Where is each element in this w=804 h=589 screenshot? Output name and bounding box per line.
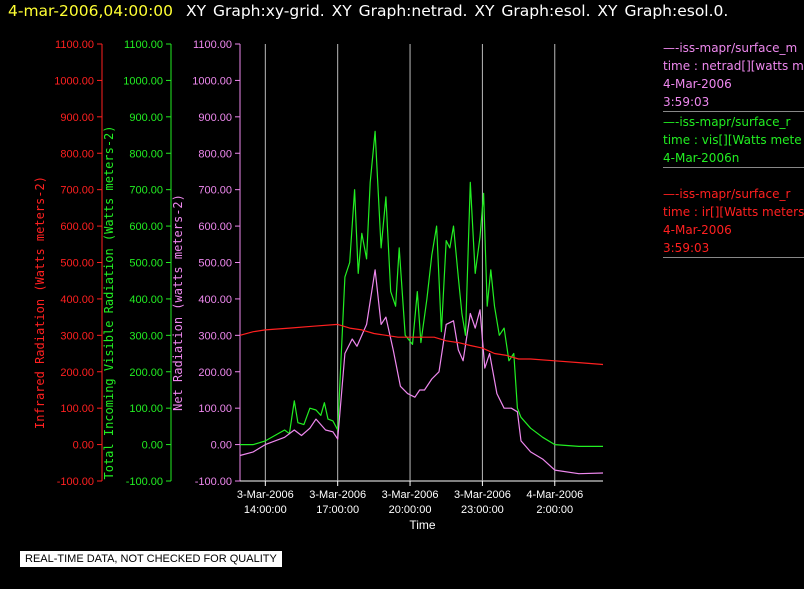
x-tick-date-label: 4-Mar-2006 <box>526 489 583 501</box>
title-datetime: 4-mar-2006,04:00:00 <box>8 2 174 20</box>
legend-entry-line: time : vis[][Watts mete <box>663 133 802 147</box>
x-tick-time-label: 17:00:00 <box>316 504 359 516</box>
y-tick-label-infrared: 0.00 <box>73 440 94 452</box>
series-line-net <box>239 269 604 475</box>
x-axis-title: Time <box>409 518 436 532</box>
legend-entry-line: 4-Mar-2006n <box>663 151 740 165</box>
y-tick-label-net: 1100.00 <box>193 39 232 51</box>
x-tick-date-label: 3-Mar-2006 <box>382 489 439 501</box>
y-tick-label-infrared: 500.00 <box>60 258 94 270</box>
y-tick-label-net: 200.00 <box>198 367 232 379</box>
series-line-visible <box>240 130 603 447</box>
y-tick-label-net: 600.00 <box>198 221 232 233</box>
legend-entry-line: 4-Mar-2006 <box>663 223 732 237</box>
y-tick-label-visible: 800.00 <box>129 148 163 160</box>
legend-entry-line: time : ir[][Watts meters <box>663 205 804 219</box>
y-axis-net: -100.00 0.00 100.00 200.00 300.00 400.00 500.0… <box>171 39 241 488</box>
legend-entry-line: 4-Mar-2006 <box>663 77 732 91</box>
y-tick-label-infrared: 300.00 <box>60 330 94 342</box>
y-tick-label-infrared: 600.00 <box>60 221 94 233</box>
legend-entry-line: time : netrad[][watts m <box>663 59 804 73</box>
y-tick-label-net: 700.00 <box>198 185 232 197</box>
y-axis-infrared: -100.00 0.00 100.00 200.00 300.00 400.00 500.0… <box>33 39 103 488</box>
title-graph-list: XY Graph:xy-grid. XY Graph:netrad. XY Gr… <box>185 2 729 20</box>
y-tick-label-visible: -100.00 <box>126 476 163 488</box>
y-tick-label-infrared: 800.00 <box>60 148 94 160</box>
y-tick-label-visible: 0.00 <box>142 440 163 452</box>
y-tick-label-infrared: 1100.00 <box>55 39 94 51</box>
x-tick-date-label: 3-Mar-2006 <box>309 489 366 501</box>
y-tick-label-visible: 500.00 <box>129 258 163 270</box>
y-tick-label-infrared: 100.00 <box>60 403 94 415</box>
y-tick-label-net: 300.00 <box>198 330 232 342</box>
y-tick-label-visible: 1100.00 <box>124 39 163 51</box>
y-axis-title-infrared: Infrared Radiation (Watts meters-2) <box>33 176 47 429</box>
y-tick-label-net: 400.00 <box>198 294 232 306</box>
y-tick-label-infrared: -100.00 <box>57 476 94 488</box>
y-axis-title-net: Net Radiation (watts meters-2) <box>171 194 185 411</box>
x-tick-time-label: 14:00:00 <box>244 504 287 516</box>
y-tick-label-visible: 600.00 <box>129 221 163 233</box>
legend-entry-line: 3:59:03 <box>663 241 710 255</box>
x-tick-time-label: 23:00:00 <box>461 504 504 516</box>
title-bar: 4-mar-2006,04:00:00 XY Graph:xy-grid. XY… <box>8 2 728 20</box>
y-tick-label-net: -100.00 <box>195 476 232 488</box>
legend-entry-line: 3:59:03 <box>663 95 710 109</box>
y-tick-label-infrared: 700.00 <box>60 185 94 197</box>
y-tick-label-infrared: 400.00 <box>60 294 94 306</box>
y-tick-label-net: 0.00 <box>211 440 232 452</box>
y-tick-label-infrared: 900.00 <box>60 112 94 124</box>
x-tick-time-label: 2:00:00 <box>536 504 573 516</box>
y-tick-label-visible: 1000.00 <box>123 75 163 87</box>
series-line-infrared <box>239 323 604 366</box>
y-tick-label-visible: 900.00 <box>129 112 163 124</box>
y-axis-title-visible: Total Incoming Visible Radiation (Watts … <box>102 125 116 479</box>
y-tick-label-visible: 200.00 <box>129 367 163 379</box>
y-tick-label-net: 100.00 <box>198 403 232 415</box>
x-tick-time-label: 20:00:00 <box>389 504 432 516</box>
legend-entry-line: —-iss-mapr/surface_r <box>663 187 791 201</box>
y-tick-label-visible: 100.00 <box>129 403 163 415</box>
y-tick-label-net: 500.00 <box>198 258 232 270</box>
y-tick-label-net: 900.00 <box>198 112 232 124</box>
y-tick-label-net: 800.00 <box>198 148 232 160</box>
legend-entry-line: —-iss-mapr/surface_m <box>663 41 798 55</box>
y-tick-label-visible: 300.00 <box>129 330 163 342</box>
y-tick-label-visible: 400.00 <box>129 294 163 306</box>
legend-entry-line: —-iss-mapr/surface_r <box>663 115 791 129</box>
x-tick-date-label: 3-Mar-2006 <box>454 489 511 501</box>
y-axis-visible: -100.00 0.00 100.00 200.00 300.00 400.00 500.0… <box>102 39 172 488</box>
y-tick-label-visible: 700.00 <box>129 185 163 197</box>
y-tick-label-net: 1000.00 <box>192 75 232 87</box>
x-tick-date-label: 3-Mar-2006 <box>237 489 294 501</box>
y-tick-label-infrared: 1000.00 <box>54 75 94 87</box>
y-tick-label-infrared: 200.00 <box>60 367 94 379</box>
quality-note: REAL-TIME DATA, NOT CHECKED FOR QUALITY <box>20 551 282 567</box>
